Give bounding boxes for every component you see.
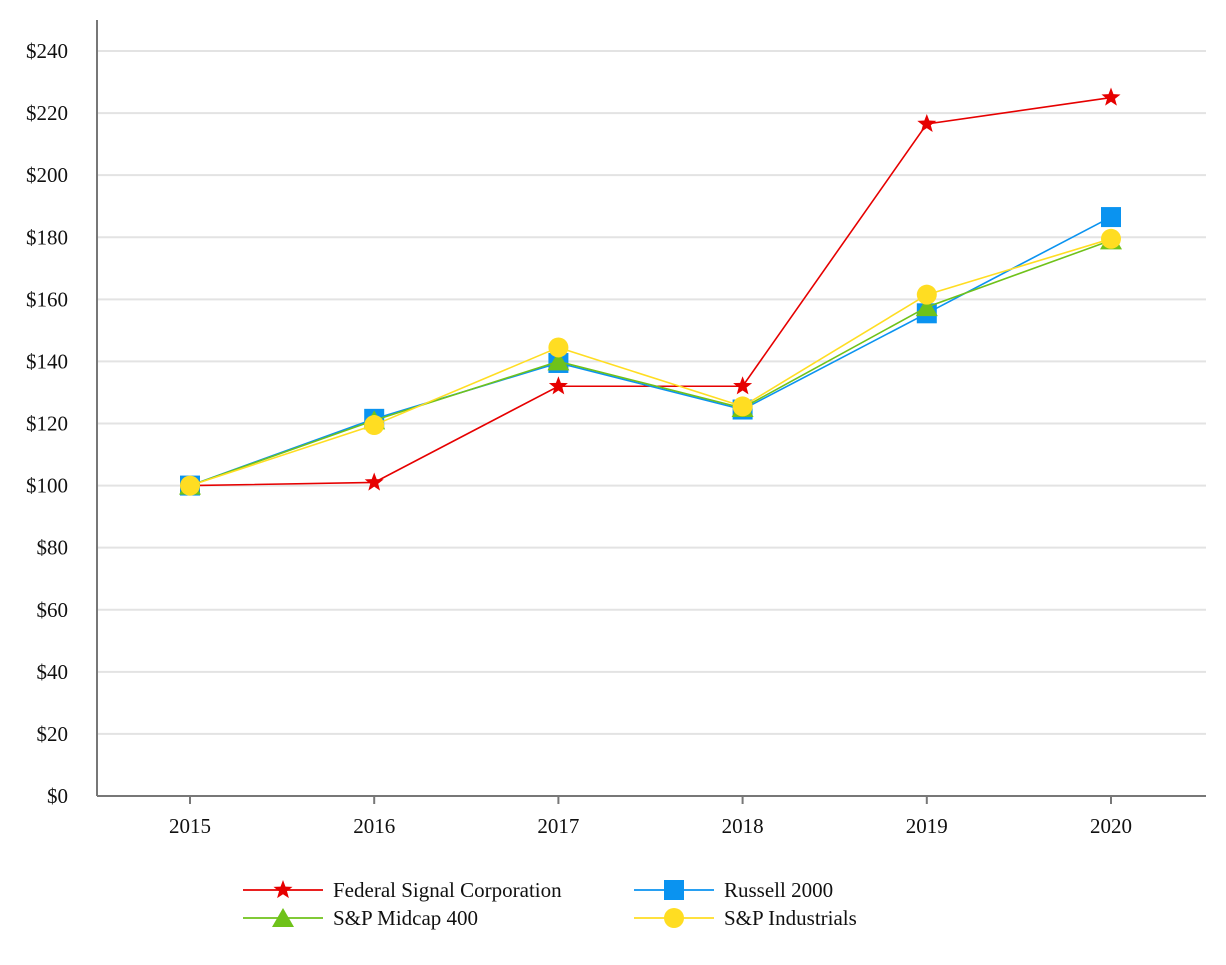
legend-label: S&P Midcap 400 (333, 906, 478, 930)
x-axis-tick-labels: 2015 2016 2017 2018 2019 2020 (169, 814, 1132, 838)
legend-marker-circle (664, 908, 684, 928)
data-point-triangle (915, 297, 938, 317)
x-tick-label: 2019 (906, 814, 948, 838)
series-line (189, 238, 1112, 487)
series-triangle (179, 230, 1122, 495)
data-point-triangle (547, 351, 570, 371)
y-axis-tick-labels: $0 $20 $40 $60 $80 $100 $120 $140 $160 $180 $200 $2… (26, 39, 68, 808)
y-tick-label: $0 (47, 784, 68, 808)
legend-label: S&P Industrials (724, 906, 857, 930)
y-tick-label: $240 (26, 39, 68, 63)
legend-label: Russell 2000 (724, 878, 833, 902)
data-point-star (364, 472, 384, 491)
legend-item: Russell 2000 (634, 878, 833, 902)
x-tick-label: 2017 (537, 814, 579, 838)
x-tick-label: 2020 (1090, 814, 1132, 838)
data-point-star (917, 113, 937, 133)
legend-marker-star (273, 880, 293, 899)
data-point-square (1101, 207, 1121, 228)
series-line (189, 96, 1112, 487)
gridlines (97, 50, 1206, 735)
y-tick-label: $40 (37, 660, 69, 684)
y-tick-label: $200 (26, 163, 68, 187)
series-star (180, 87, 1121, 494)
y-tick-label: $120 (26, 412, 68, 436)
series-line (189, 239, 1112, 487)
legend-marker-triangle (272, 908, 294, 927)
y-tick-label: $180 (26, 225, 68, 249)
legend-item: Federal Signal Corporation (243, 878, 562, 902)
legend-item: S&P Midcap 400 (243, 906, 478, 930)
data-point-star (1101, 87, 1121, 106)
data-point-star (733, 376, 753, 395)
data-point-circle (180, 475, 200, 496)
series-circle (180, 228, 1121, 496)
axes (96, 20, 1206, 804)
data-point-circle (548, 337, 569, 358)
series-lines (179, 87, 1122, 496)
data-point-circle (732, 396, 753, 417)
x-tick-label: 2018 (722, 814, 764, 838)
y-tick-label: $140 (26, 349, 68, 373)
legend-marker-square (664, 880, 684, 900)
legend: Federal Signal Corporation Russell 2000 S&… (243, 878, 857, 930)
y-tick-label: $100 (26, 474, 68, 498)
series-square (180, 207, 1121, 496)
data-point-circle (1101, 228, 1121, 249)
y-tick-label: $220 (26, 101, 68, 125)
data-point-circle (916, 284, 937, 305)
series-line (189, 216, 1112, 487)
data-point-circle (364, 415, 385, 436)
y-tick-label: $20 (37, 722, 69, 746)
legend-label: Federal Signal Corporation (333, 878, 562, 902)
x-tick-label: 2015 (169, 814, 211, 838)
y-tick-label: $160 (26, 287, 68, 311)
data-point-star (548, 376, 568, 395)
legend-item: S&P Industrials (634, 906, 857, 930)
x-tick-label: 2016 (353, 814, 395, 838)
y-tick-label: $60 (37, 598, 69, 622)
y-tick-label: $80 (37, 536, 69, 560)
